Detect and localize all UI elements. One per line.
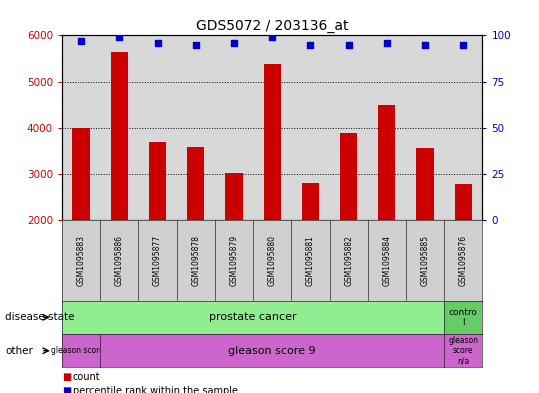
Point: [77, 38, 85, 44]
Text: gleason
score
n/a: gleason score n/a: [448, 336, 478, 365]
Bar: [455, 184, 472, 220]
Point: [115, 34, 123, 40]
Bar: [225, 173, 243, 220]
Text: GSM1095885: GSM1095885: [420, 235, 430, 286]
Text: GSM1095876: GSM1095876: [459, 235, 468, 286]
Text: percentile rank within the sample: percentile rank within the sample: [73, 386, 238, 393]
Bar: [72, 128, 89, 220]
Point: [230, 40, 238, 46]
Text: GSM1095880: GSM1095880: [268, 235, 277, 286]
Text: gleason score 8: gleason score 8: [51, 346, 111, 355]
Text: count: count: [73, 372, 100, 382]
Point: [459, 41, 468, 48]
Bar: [417, 148, 434, 220]
Text: GSM1095877: GSM1095877: [153, 235, 162, 286]
Text: GSM1095881: GSM1095881: [306, 235, 315, 286]
Bar: [149, 141, 166, 220]
Text: other: other: [5, 346, 33, 356]
Text: GSM1095882: GSM1095882: [344, 235, 353, 286]
Bar: [110, 51, 128, 220]
Point: [153, 40, 162, 46]
Point: [383, 40, 391, 46]
Text: GSM1095883: GSM1095883: [77, 235, 86, 286]
Bar: [264, 64, 281, 220]
Point: [268, 34, 277, 40]
Title: GDS5072 / 203136_at: GDS5072 / 203136_at: [196, 19, 348, 33]
Point: [191, 41, 200, 48]
Point: [421, 41, 430, 48]
Text: prostate cancer: prostate cancer: [209, 312, 297, 322]
Text: GSM1095884: GSM1095884: [382, 235, 391, 286]
Text: GSM1095878: GSM1095878: [191, 235, 201, 286]
Text: GSM1095879: GSM1095879: [230, 235, 238, 286]
Bar: [187, 147, 204, 220]
Point: [306, 41, 315, 48]
Text: ■: ■: [62, 372, 71, 382]
Text: contro
l: contro l: [449, 308, 478, 327]
Point: [344, 41, 353, 48]
Text: disease state: disease state: [5, 312, 75, 322]
Text: ■: ■: [62, 386, 71, 393]
Text: gleason score 9: gleason score 9: [229, 346, 316, 356]
Text: GSM1095886: GSM1095886: [115, 235, 124, 286]
Bar: [340, 133, 357, 220]
Bar: [378, 105, 396, 220]
Bar: [302, 183, 319, 220]
